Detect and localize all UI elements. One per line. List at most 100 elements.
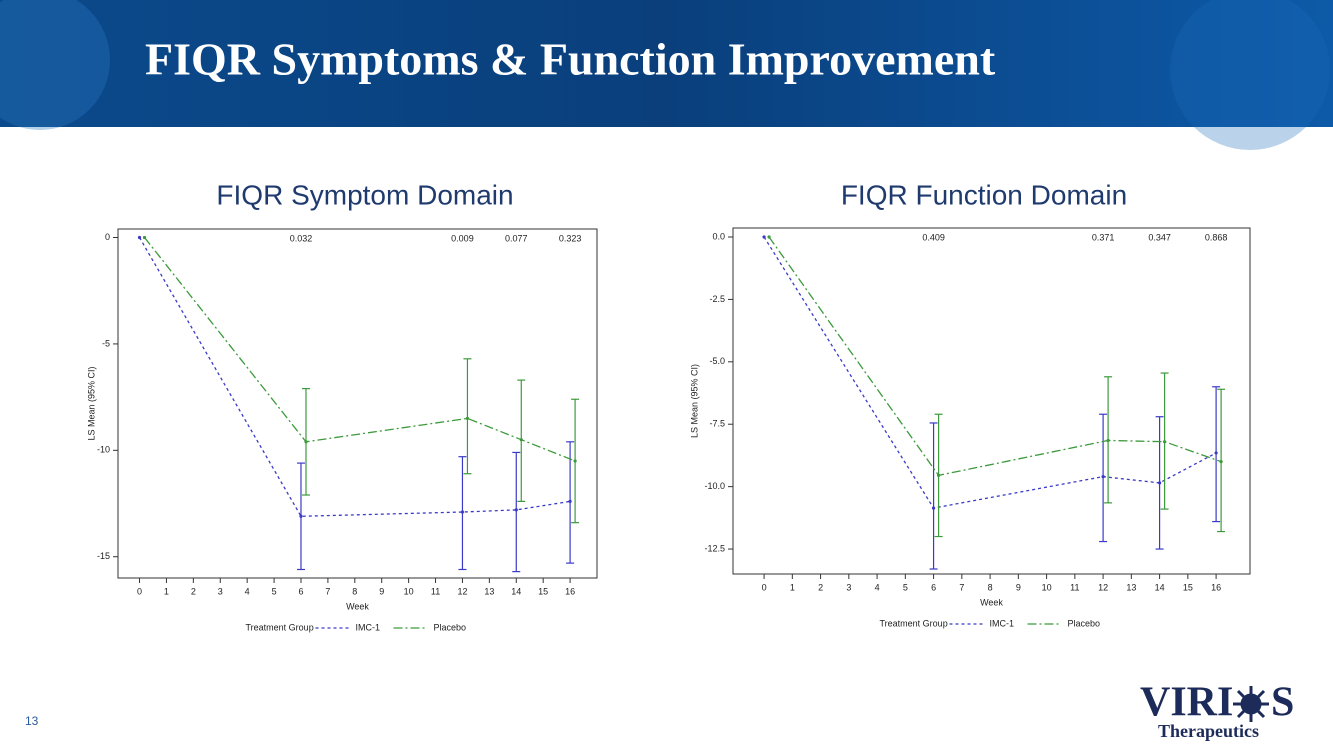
data-point xyxy=(514,508,518,512)
series-line xyxy=(768,236,1222,477)
chart-title: FIQR Function Domain xyxy=(841,179,1127,210)
p-value: 0.409 xyxy=(922,232,945,242)
x-tick-label: 1 xyxy=(164,586,169,596)
x-axis-label: Week xyxy=(346,601,369,611)
x-tick-label: 2 xyxy=(191,586,196,596)
data-point xyxy=(573,459,577,463)
x-tick-label: 14 xyxy=(1155,582,1165,592)
x-tick-label: 15 xyxy=(1183,582,1193,592)
p-value: 0.347 xyxy=(1148,232,1171,242)
data-point xyxy=(1219,460,1223,464)
logo-text: VIRI xyxy=(1140,680,1233,726)
data-point xyxy=(460,510,465,514)
p-value: 0.868 xyxy=(1205,232,1228,242)
data-point xyxy=(465,416,470,420)
data-point xyxy=(936,473,941,477)
x-tick-label: 12 xyxy=(1098,582,1108,592)
p-value: 0.009 xyxy=(451,233,474,243)
data-point xyxy=(568,499,572,503)
plot-frame xyxy=(732,227,1251,575)
series-line xyxy=(763,236,1217,509)
y-tick-label: -10 xyxy=(97,445,110,455)
data-point xyxy=(1106,438,1110,443)
logo: VIRI S Therapeutics xyxy=(1140,680,1294,741)
chart-title: FIQR Symptom Domain xyxy=(216,179,513,210)
y-axis-label: LS Mean (95% CI) xyxy=(689,364,699,438)
y-axis-label: LS Mean (95% CI) xyxy=(86,366,96,440)
legend-label: IMC-1 xyxy=(356,622,381,632)
x-tick-label: 3 xyxy=(846,582,851,592)
x-tick-label: 13 xyxy=(484,586,494,596)
x-tick-label: 16 xyxy=(565,586,575,596)
x-tick-label: 6 xyxy=(298,586,303,596)
logo-subtext: Therapeutics xyxy=(1158,721,1259,741)
x-tick-label: 4 xyxy=(245,586,250,596)
header-decor xyxy=(0,0,110,130)
data-point xyxy=(762,235,766,239)
data-point xyxy=(519,438,523,442)
x-tick-label: 10 xyxy=(1042,582,1052,592)
x-tick-label: 8 xyxy=(988,582,993,592)
x-tick-label: 5 xyxy=(272,586,277,596)
y-tick-label: -2.5 xyxy=(709,294,725,304)
data-point xyxy=(1214,451,1218,455)
data-point xyxy=(931,506,936,510)
legend-title: Treatment Group xyxy=(246,622,314,632)
x-tick-label: 2 xyxy=(818,582,823,592)
x-tick-label: 14 xyxy=(511,586,521,596)
y-tick-label: -5 xyxy=(102,338,110,348)
x-tick-label: 13 xyxy=(1126,582,1136,592)
y-tick-label: -10.0 xyxy=(704,481,725,491)
y-tick-label: -7.5 xyxy=(709,419,725,429)
page-title: FIQR Symptoms & Function Improvement xyxy=(145,34,996,85)
p-value: 0.032 xyxy=(290,233,313,243)
x-tick-label: 7 xyxy=(959,582,964,592)
p-value: 0.371 xyxy=(1092,232,1115,242)
y-tick-label: -5.0 xyxy=(709,356,725,366)
x-tick-label: 0 xyxy=(137,586,142,596)
x-tick-label: 7 xyxy=(325,586,330,596)
logo-text: S xyxy=(1271,680,1294,726)
x-tick-label: 6 xyxy=(931,582,936,592)
legend-label: Placebo xyxy=(434,622,467,632)
header-banner xyxy=(0,0,1333,127)
series-line xyxy=(144,237,576,462)
data-point xyxy=(1101,475,1105,479)
x-tick-label: 16 xyxy=(1211,582,1221,592)
p-value: 0.323 xyxy=(559,233,582,243)
x-tick-label: 12 xyxy=(457,586,467,596)
x-tick-label: 1 xyxy=(790,582,795,592)
data-point xyxy=(767,235,771,239)
x-axis-label: Week xyxy=(980,597,1003,607)
x-tick-label: 3 xyxy=(218,586,223,596)
data-point xyxy=(1157,481,1162,485)
x-tick-label: 9 xyxy=(379,586,384,596)
legend-label: IMC-1 xyxy=(990,618,1015,628)
x-tick-label: 4 xyxy=(875,582,880,592)
y-tick-label: 0.0 xyxy=(712,231,725,241)
page-number: 13 xyxy=(25,714,39,728)
logo-icon xyxy=(1233,686,1269,722)
x-tick-label: 0 xyxy=(762,582,767,592)
y-tick-label: -12.5 xyxy=(704,543,725,553)
series-line xyxy=(138,237,571,517)
x-tick-label: 9 xyxy=(1016,582,1021,592)
x-tick-label: 8 xyxy=(352,586,357,596)
x-tick-label: 5 xyxy=(903,582,908,592)
y-tick-label: 0 xyxy=(105,232,110,242)
data-point xyxy=(142,235,147,240)
header-decor xyxy=(1170,0,1330,150)
x-tick-label: 15 xyxy=(538,586,548,596)
data-point xyxy=(137,235,142,240)
legend-title: Treatment Group xyxy=(880,618,948,628)
x-tick-label: 10 xyxy=(404,586,414,596)
plot-frame xyxy=(117,228,598,579)
data-point xyxy=(304,440,308,444)
data-point xyxy=(1162,440,1167,444)
legend-label: Placebo xyxy=(1068,618,1101,628)
x-tick-label: 11 xyxy=(431,586,440,596)
data-point xyxy=(299,514,303,518)
p-value: 0.077 xyxy=(505,233,528,243)
y-tick-label: -15 xyxy=(97,551,110,561)
